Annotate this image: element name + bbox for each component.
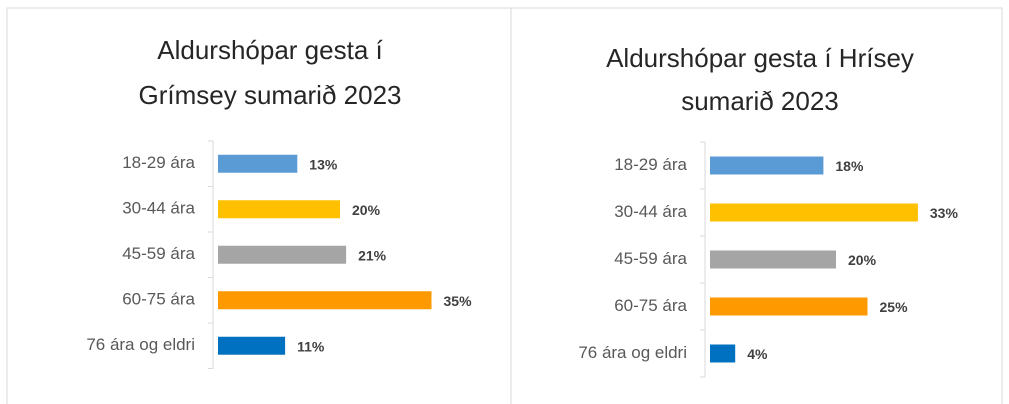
category-label: 18-29 ára	[614, 155, 687, 174]
category-label: 60-75 ára	[122, 290, 195, 309]
category-label: 76 ára og eldri	[578, 343, 687, 362]
bar	[218, 154, 298, 173]
value-label: 20%	[848, 252, 877, 268]
value-label: 13%	[309, 156, 338, 172]
value-label: 21%	[358, 247, 387, 263]
category-label: 45-59 ára	[614, 249, 687, 268]
bar	[218, 245, 347, 264]
category-label: 30-44 ára	[614, 202, 687, 221]
value-label: 35%	[444, 293, 473, 309]
bar	[710, 250, 836, 269]
bar	[218, 291, 432, 310]
category-label: 60-75 ára	[614, 296, 687, 315]
value-label: 4%	[747, 346, 768, 362]
chart-title: sumarið 2023	[681, 86, 839, 116]
value-label: 18%	[835, 158, 864, 174]
bar	[218, 200, 340, 219]
bar	[710, 344, 736, 363]
frame	[6, 7, 1003, 404]
category-label: 30-44 ára	[122, 199, 195, 218]
value-label: 33%	[930, 205, 959, 221]
value-label: 25%	[880, 299, 909, 315]
chart-title: Grímsey sumarið 2023	[139, 80, 402, 110]
value-label: 11%	[297, 338, 325, 354]
value-label: 20%	[352, 202, 381, 218]
bar	[710, 297, 868, 316]
chart-title: Aldurshópar gesta í	[157, 35, 383, 65]
category-label: 18-29 ára	[122, 153, 195, 172]
bar	[218, 336, 286, 355]
bar	[710, 156, 824, 175]
bar	[710, 203, 918, 222]
category-label: 45-59 ára	[122, 244, 195, 263]
chart-title: Aldurshópar gesta í Hrísey	[606, 43, 914, 73]
category-label: 76 ára og eldri	[86, 335, 195, 354]
